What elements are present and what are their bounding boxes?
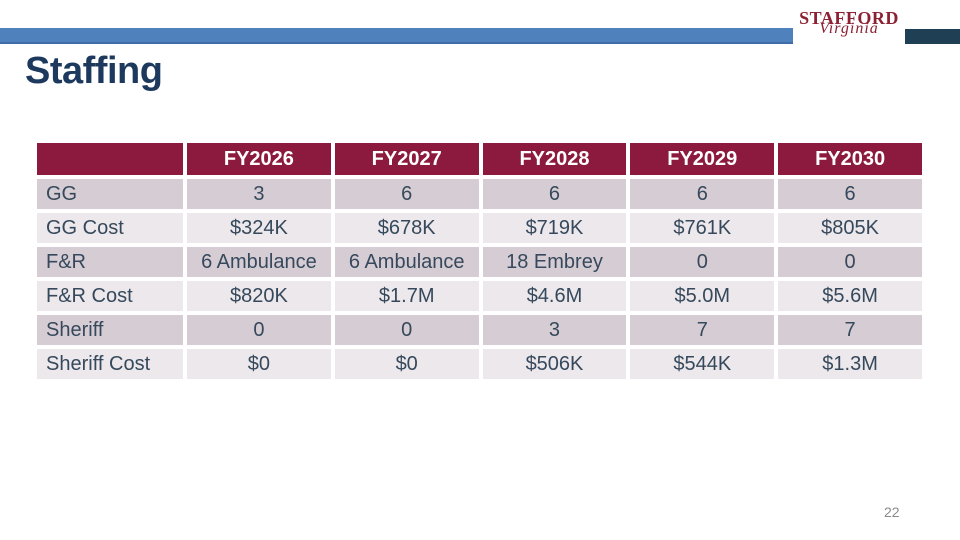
logo-text-virginia: Virginia (819, 20, 879, 37)
table-cell: 0 (187, 315, 331, 345)
staffing-table: FY2026 FY2027 FY2028 FY2029 FY2030 GG 3 … (33, 139, 926, 383)
row-label: Sheriff Cost (37, 349, 183, 379)
row-label: GG (37, 179, 183, 209)
table-row-fr: F&R 6 Ambulance 6 Ambulance 18 Embrey 0 … (37, 247, 922, 277)
table-header-row: FY2026 FY2027 FY2028 FY2029 FY2030 (37, 143, 922, 175)
header-cell-fy2026: FY2026 (187, 143, 331, 175)
header-cell-fy2028: FY2028 (482, 143, 627, 175)
table-cell: $678K (334, 213, 479, 243)
header-cell-fy2029: FY2029 (630, 143, 775, 175)
table-cell: $761K (630, 213, 775, 243)
table-cell: 7 (630, 315, 775, 345)
table-cell: 6 (334, 179, 479, 209)
header-cell-fy2030: FY2030 (778, 143, 922, 175)
table-cell: 18 Embrey (482, 247, 627, 277)
table-cell: $544K (630, 349, 775, 379)
table-cell: $805K (778, 213, 922, 243)
table-cell: $0 (334, 349, 479, 379)
table-cell: $324K (187, 213, 331, 243)
table-cell: 6 (630, 179, 775, 209)
table-row-sheriff: Sheriff 0 0 3 7 7 (37, 315, 922, 345)
table-cell: $0 (187, 349, 331, 379)
row-label: GG Cost (37, 213, 183, 243)
row-label: Sheriff (37, 315, 183, 345)
table-row-gg-cost: GG Cost $324K $678K $719K $761K $805K (37, 213, 922, 243)
table-cell: 0 (778, 247, 922, 277)
table-cell: $1.7M (334, 281, 479, 311)
table-cell: 0 (630, 247, 775, 277)
table-cell: $5.6M (778, 281, 922, 311)
table-cell: 6 (482, 179, 627, 209)
table-cell: $820K (187, 281, 331, 311)
slide-page-number: 22 (884, 504, 900, 520)
top-accent-bar-navy (905, 29, 960, 44)
top-accent-bar-blue (0, 28, 793, 44)
table-cell: $719K (482, 213, 627, 243)
table-cell: 6 (778, 179, 922, 209)
table-row-fr-cost: F&R Cost $820K $1.7M $4.6M $5.0M $5.6M (37, 281, 922, 311)
table-cell: 6 Ambulance (334, 247, 479, 277)
table-row-sheriff-cost: Sheriff Cost $0 $0 $506K $544K $1.3M (37, 349, 922, 379)
row-label: F&R Cost (37, 281, 183, 311)
row-label: F&R (37, 247, 183, 277)
table-cell: $4.6M (482, 281, 627, 311)
table-row-gg: GG 3 6 6 6 6 (37, 179, 922, 209)
table-cell: 3 (187, 179, 331, 209)
table-cell: $5.0M (630, 281, 775, 311)
logo-text-stafford: STAFFORD (799, 8, 899, 28)
table-cell: $1.3M (778, 349, 922, 379)
header-cell-fy2027: FY2027 (334, 143, 479, 175)
header-cell-blank (37, 143, 183, 175)
table-cell: 3 (482, 315, 627, 345)
table-cell: $506K (482, 349, 627, 379)
stafford-virginia-logo: STAFFORD Virginia (791, 9, 907, 37)
table-cell: 7 (778, 315, 922, 345)
page-title: Staffing (25, 50, 163, 92)
table-cell: 0 (334, 315, 479, 345)
table-cell: 6 Ambulance (187, 247, 331, 277)
